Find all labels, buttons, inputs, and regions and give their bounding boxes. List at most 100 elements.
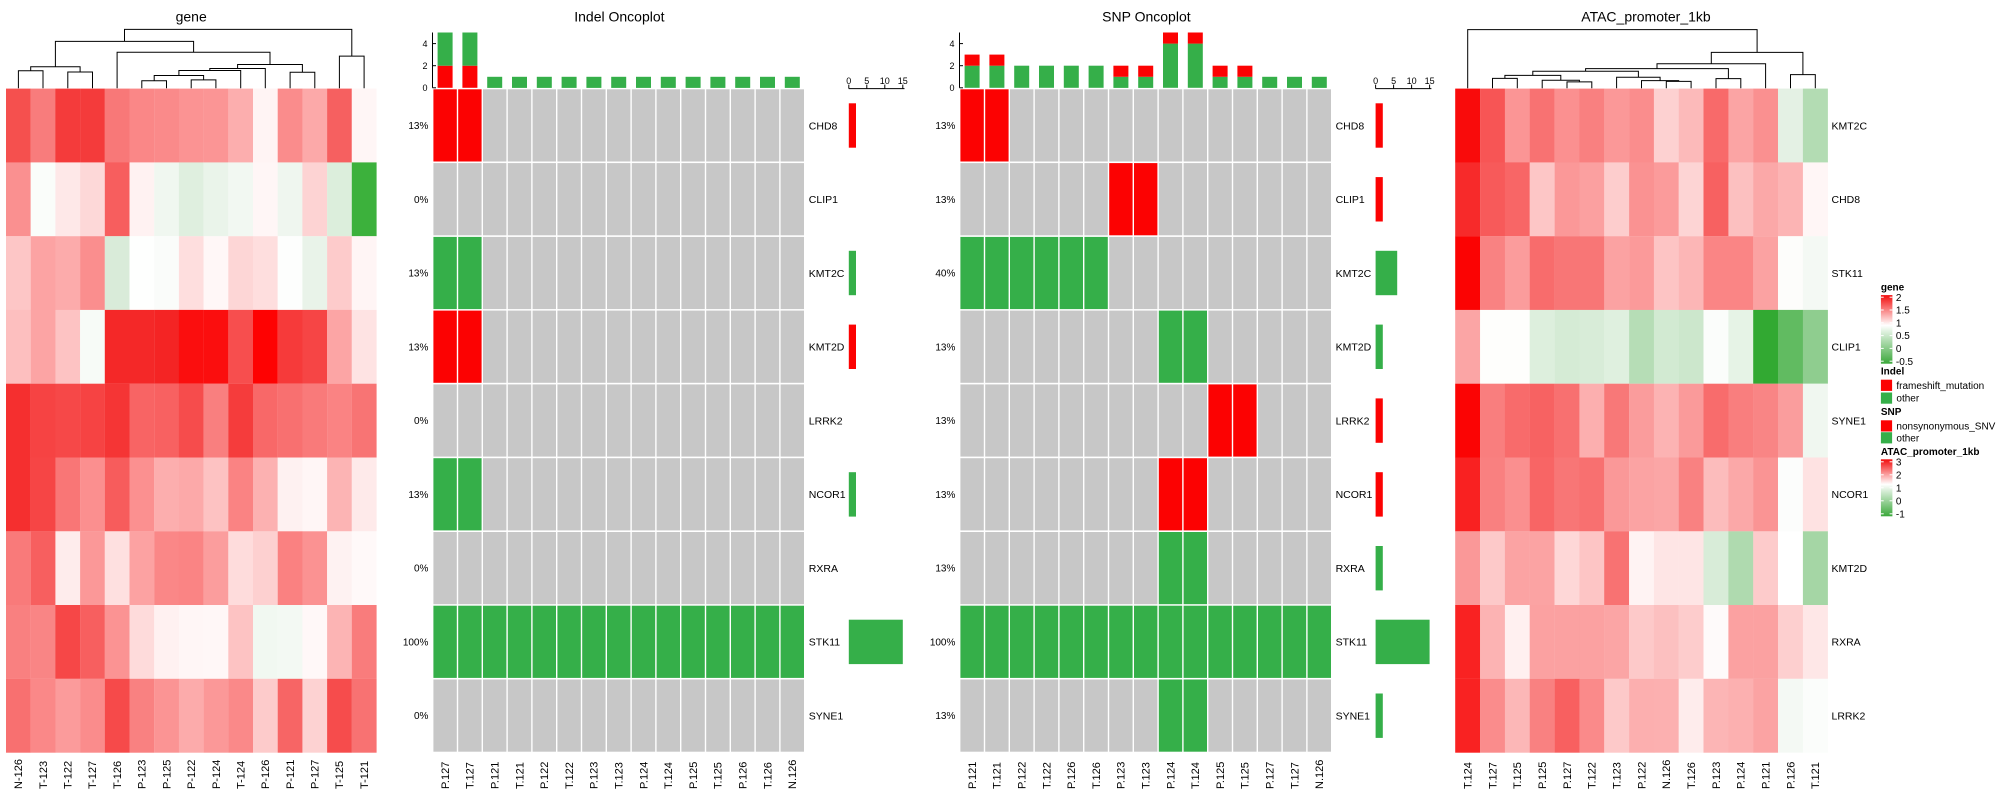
svg-text:P.124: P.124 (1736, 762, 1748, 789)
svg-text:0: 0 (422, 83, 427, 93)
svg-text:10: 10 (880, 76, 890, 86)
svg-text:P-123: P-123 (137, 760, 149, 789)
svg-text:4: 4 (422, 39, 427, 49)
svg-text:13%: 13% (408, 490, 428, 501)
svg-text:N.126: N.126 (1314, 760, 1326, 789)
svg-text:13%: 13% (408, 121, 428, 132)
svg-text:2: 2 (1896, 470, 1902, 481)
svg-text:N.126: N.126 (1661, 760, 1673, 789)
svg-text:P.126: P.126 (1785, 762, 1797, 789)
svg-text:P.123: P.123 (1711, 762, 1723, 789)
svg-text:1: 1 (1896, 483, 1902, 494)
svg-text:13%: 13% (935, 490, 955, 501)
svg-text:T-124: T-124 (236, 761, 248, 789)
svg-text:T-126: T-126 (112, 761, 124, 789)
svg-text:Indel: Indel (1881, 367, 1905, 378)
svg-text:10: 10 (1407, 76, 1417, 86)
svg-text:frameshift_mutation: frameshift_mutation (1896, 381, 1984, 392)
svg-text:T-125: T-125 (334, 761, 346, 789)
svg-text:0%: 0% (414, 195, 429, 206)
svg-text:5: 5 (1391, 76, 1396, 86)
svg-text:T.124: T.124 (663, 762, 675, 789)
svg-text:T.122: T.122 (1041, 762, 1053, 789)
svg-text:13%: 13% (935, 564, 955, 575)
svg-text:0.5: 0.5 (1896, 331, 1910, 342)
svg-text:STK11: STK11 (1336, 637, 1367, 649)
svg-text:STK11: STK11 (1832, 268, 1863, 280)
svg-text:N.126: N.126 (787, 760, 799, 789)
svg-text:T.126: T.126 (1686, 762, 1698, 789)
svg-text:P.126: P.126 (1066, 762, 1078, 789)
svg-text:13%: 13% (408, 342, 428, 353)
svg-text:CHD8: CHD8 (1336, 120, 1365, 132)
svg-text:0%: 0% (414, 711, 429, 722)
svg-text:P-121: P-121 (285, 760, 297, 789)
svg-text:P-126: P-126 (260, 760, 272, 789)
svg-text:ATAC_promoter_1kb: ATAC_promoter_1kb (1881, 447, 1980, 458)
svg-text:KMT2C: KMT2C (809, 268, 845, 280)
svg-text:nonsynonymous_SNV: nonsynonymous_SNV (1896, 422, 1995, 433)
svg-text:RXRA: RXRA (809, 563, 838, 575)
svg-text:13%: 13% (935, 342, 955, 353)
svg-text:SNP Oncoplot: SNP Oncoplot (1102, 9, 1191, 25)
svg-text:T.127: T.127 (1289, 762, 1301, 789)
svg-text:13%: 13% (935, 195, 955, 206)
svg-text:T.124: T.124 (1190, 762, 1202, 789)
svg-text:P.127: P.127 (440, 762, 452, 789)
svg-text:P.121: P.121 (967, 762, 979, 789)
svg-text:RXRA: RXRA (1832, 637, 1861, 649)
svg-text:13%: 13% (935, 121, 955, 132)
svg-text:RXRA: RXRA (1336, 563, 1365, 575)
svg-text:0: 0 (846, 76, 851, 86)
svg-text:T.122: T.122 (564, 762, 576, 789)
svg-text:0: 0 (1896, 496, 1902, 507)
svg-text:2: 2 (422, 61, 427, 71)
svg-text:KMT2D: KMT2D (1832, 563, 1868, 575)
svg-text:SYNE1: SYNE1 (809, 711, 844, 723)
svg-text:P.124: P.124 (1165, 762, 1177, 789)
svg-text:Indel Oncoplot: Indel Oncoplot (574, 9, 664, 25)
svg-text:P.122: P.122 (1636, 762, 1648, 789)
svg-text:T.123: T.123 (1611, 762, 1623, 789)
svg-text:KMT2D: KMT2D (1336, 342, 1372, 354)
svg-text:T.125: T.125 (1240, 762, 1252, 789)
svg-text:13%: 13% (408, 269, 428, 280)
svg-text:T-123: T-123 (38, 761, 50, 789)
svg-text:T.122: T.122 (1587, 762, 1599, 789)
svg-text:T.123: T.123 (614, 762, 626, 789)
svg-text:P.122: P.122 (1017, 762, 1029, 789)
svg-text:3: 3 (1896, 457, 1902, 468)
svg-text:40%: 40% (935, 269, 955, 280)
svg-text:ATAC_promoter_1kb: ATAC_promoter_1kb (1581, 9, 1711, 25)
svg-text:NCOR1: NCOR1 (1336, 489, 1373, 501)
svg-text:P.124: P.124 (638, 762, 650, 789)
svg-text:T.124: T.124 (1463, 762, 1475, 789)
svg-text:T.126: T.126 (1091, 762, 1103, 789)
svg-text:P.125: P.125 (688, 762, 700, 789)
svg-text:CLIP1: CLIP1 (1336, 194, 1365, 206)
svg-text:gene: gene (1881, 283, 1905, 294)
svg-text:100%: 100% (403, 637, 429, 648)
svg-text:13%: 13% (935, 711, 955, 722)
svg-text:other: other (1896, 394, 1919, 405)
svg-text:gene: gene (176, 9, 207, 25)
svg-text:KMT2C: KMT2C (1832, 120, 1868, 132)
svg-text:other: other (1896, 433, 1919, 444)
svg-text:P-127: P-127 (310, 760, 322, 789)
svg-text:15: 15 (1425, 76, 1435, 86)
svg-text:KMT2C: KMT2C (1336, 268, 1372, 280)
svg-text:-1: -1 (1896, 509, 1905, 520)
svg-text:1: 1 (1896, 318, 1902, 329)
svg-text:CLIP1: CLIP1 (1832, 342, 1861, 354)
svg-text:T.121: T.121 (514, 762, 526, 789)
svg-text:P.122: P.122 (539, 762, 551, 789)
svg-text:P.127: P.127 (1562, 762, 1574, 789)
svg-text:SYNE1: SYNE1 (1336, 711, 1371, 723)
svg-text:0%: 0% (414, 564, 429, 575)
svg-text:T.125: T.125 (713, 762, 725, 789)
svg-text:T.121: T.121 (992, 762, 1004, 789)
svg-text:P.125: P.125 (1215, 762, 1227, 789)
svg-text:0%: 0% (414, 416, 429, 427)
svg-text:T-127: T-127 (87, 761, 99, 789)
svg-text:T.123: T.123 (1141, 762, 1153, 789)
